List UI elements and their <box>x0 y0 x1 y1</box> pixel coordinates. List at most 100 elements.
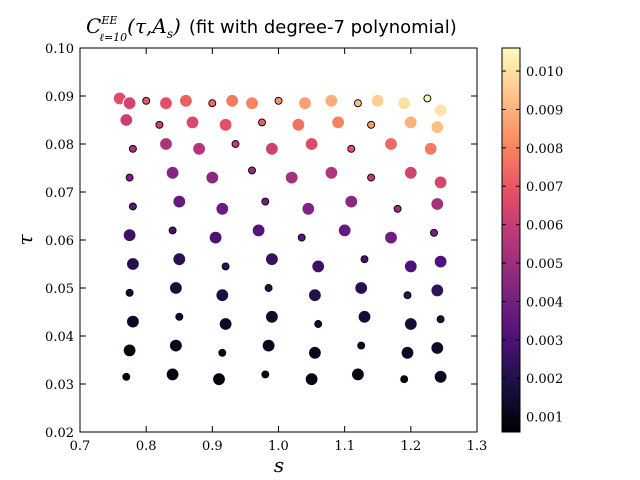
scatter-point <box>125 173 134 182</box>
scatter-point <box>297 233 306 242</box>
y-tick-label: 0.04 <box>45 330 74 345</box>
scatter-point <box>244 96 260 111</box>
scatter-point <box>403 316 418 332</box>
scatter-point <box>433 254 448 269</box>
colorbar-tick-label: 0.005 <box>526 257 563 272</box>
scatter-point <box>218 348 227 357</box>
title-text: (fit with degree-7 polynomial) <box>189 17 457 38</box>
scatter-point <box>221 262 230 271</box>
scatter-point <box>430 120 445 135</box>
scatter-point <box>251 223 266 238</box>
scatter-point <box>367 173 376 182</box>
scatter-point <box>436 315 445 324</box>
scatter-point <box>122 96 137 111</box>
scatter-point <box>248 166 256 175</box>
scatter-point <box>324 165 339 180</box>
y-tick-label: 0.07 <box>45 186 74 201</box>
scatter-points <box>112 91 448 387</box>
scatter-point <box>297 96 313 111</box>
scatter-point <box>430 228 438 237</box>
scatter-point <box>357 309 372 324</box>
x-tick-label: 1.3 <box>467 439 488 454</box>
scatter-point <box>430 340 445 356</box>
y-tick-label: 0.05 <box>45 282 74 297</box>
scatter-point <box>347 144 356 153</box>
scatter-point <box>208 99 217 108</box>
scatter-point <box>261 197 270 206</box>
scatter-point <box>264 309 279 324</box>
scatter-point <box>304 136 319 152</box>
y-tick-label: 0.06 <box>45 234 74 249</box>
scatter-point <box>430 283 445 298</box>
scatter-point <box>158 136 174 152</box>
title-args-sub: s <box>167 27 173 41</box>
title-subscript: ℓ=10 <box>99 31 127 44</box>
scatter-point <box>337 223 352 238</box>
scatter-point <box>264 141 279 156</box>
scatter-point <box>430 196 445 212</box>
y-tick-label: 0.03 <box>45 378 74 393</box>
scatter-point <box>433 369 448 384</box>
scatter-point <box>403 115 418 130</box>
title-superscript: EE <box>100 14 117 27</box>
scatter-point <box>360 255 369 264</box>
colorbar <box>501 47 521 433</box>
y-tick-label: 0.10 <box>45 42 74 57</box>
scatter-point <box>208 230 223 245</box>
scatter-point <box>168 226 177 235</box>
scatter-point <box>397 96 412 111</box>
colorbar-tick-label: 0.002 <box>526 372 563 387</box>
scatter-point <box>119 112 134 128</box>
scatter-point <box>192 141 207 156</box>
scatter-point <box>400 345 415 360</box>
scatter-point <box>231 140 240 148</box>
scatter-point <box>165 367 180 382</box>
scatter-point <box>331 115 346 130</box>
scatter-point <box>307 345 322 360</box>
scatter-point <box>311 259 326 274</box>
scatter-point <box>172 194 187 209</box>
chart-title: CEE ℓ=10(τ,As) (fit with degree-7 polynomi… <box>86 14 457 44</box>
scatter-point <box>354 280 369 296</box>
x-axis: 0.7 0.8 0.9 1.0 1.1 1.2 1.3 <box>70 48 488 454</box>
scatter-point <box>357 341 366 350</box>
scatter-point <box>125 288 134 297</box>
colorbar-tick-label: 0.003 <box>526 334 563 349</box>
scatter-point <box>155 120 164 129</box>
scatter-point <box>403 291 412 300</box>
scatter-point <box>211 372 227 387</box>
scatter-point <box>383 230 399 245</box>
scatter-point <box>291 117 306 132</box>
scatter-point <box>158 96 174 111</box>
scatter-point <box>128 144 137 153</box>
x-tick-label: 1.0 <box>268 439 289 454</box>
scatter-point <box>185 115 200 130</box>
scatter-point <box>218 316 233 332</box>
y-tick-label: 0.02 <box>45 426 74 441</box>
scatter-point <box>125 256 140 272</box>
x-axis-label: s <box>274 453 284 477</box>
scatter-point <box>403 165 418 180</box>
plot-frame <box>79 47 478 433</box>
y-tick-label: 0.08 <box>45 138 74 153</box>
scatter-point <box>225 93 240 108</box>
scatter-point <box>264 252 279 267</box>
scatter-point <box>284 170 299 185</box>
scatter-point <box>403 259 418 274</box>
scatter-point <box>307 288 322 303</box>
colorbar-axis: 0.001 0.002 0.003 0.004 0.005 0.006 0.007 0.008… <box>502 65 563 426</box>
scatter-point <box>274 96 283 105</box>
scatter-point <box>423 141 438 156</box>
scatter-point <box>433 175 448 190</box>
scatter-point <box>350 367 365 382</box>
scatter-point <box>261 370 270 379</box>
colorbar-tick-label: 0.008 <box>526 142 563 157</box>
scatter-point <box>367 120 376 129</box>
scatter-point <box>178 93 193 108</box>
x-tick-label: 0.7 <box>70 439 91 454</box>
scatter-point <box>314 320 323 328</box>
x-tick-label: 0.8 <box>136 439 157 454</box>
scatter-point <box>304 372 319 387</box>
x-tick-label: 0.9 <box>202 439 223 454</box>
